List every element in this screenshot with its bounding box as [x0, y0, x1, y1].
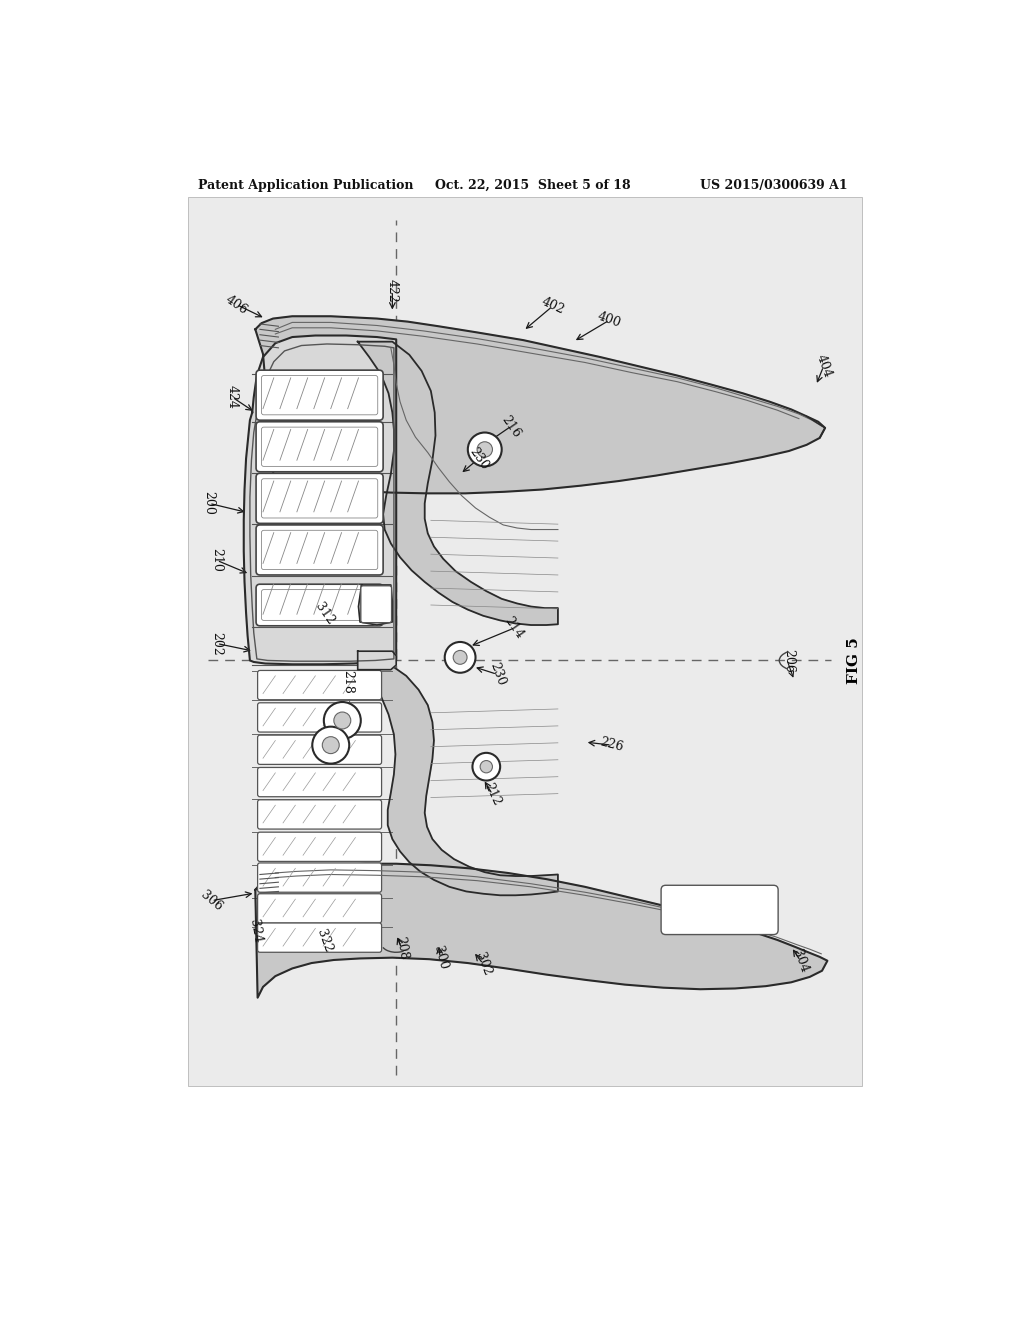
FancyBboxPatch shape — [256, 585, 383, 626]
FancyBboxPatch shape — [360, 586, 391, 623]
Text: 312: 312 — [312, 601, 337, 628]
Circle shape — [334, 711, 351, 729]
FancyBboxPatch shape — [258, 767, 382, 797]
Text: FIG 5: FIG 5 — [848, 638, 861, 684]
Polygon shape — [255, 317, 825, 498]
Text: 322: 322 — [314, 928, 335, 954]
Text: 402: 402 — [539, 296, 566, 317]
Circle shape — [323, 737, 339, 754]
Text: 218: 218 — [341, 671, 354, 694]
Circle shape — [324, 702, 360, 739]
FancyBboxPatch shape — [258, 832, 382, 862]
FancyBboxPatch shape — [258, 923, 382, 952]
Polygon shape — [255, 863, 827, 998]
Text: US 2015/0300639 A1: US 2015/0300639 A1 — [700, 178, 848, 191]
Circle shape — [444, 642, 475, 673]
Text: 206: 206 — [782, 648, 796, 672]
Polygon shape — [358, 585, 392, 626]
Text: 306: 306 — [198, 888, 225, 913]
Bar — [188, 197, 862, 1086]
Text: 300: 300 — [431, 944, 450, 972]
Polygon shape — [357, 651, 396, 669]
FancyBboxPatch shape — [256, 422, 383, 471]
FancyBboxPatch shape — [258, 863, 382, 892]
FancyBboxPatch shape — [256, 525, 383, 576]
Polygon shape — [244, 335, 396, 664]
FancyBboxPatch shape — [662, 886, 778, 935]
Circle shape — [472, 752, 500, 780]
Text: 404: 404 — [813, 352, 834, 380]
Text: 214: 214 — [502, 615, 526, 642]
Text: 422: 422 — [386, 279, 399, 302]
Polygon shape — [357, 664, 558, 895]
Text: 324: 324 — [247, 919, 264, 944]
Text: 216: 216 — [499, 413, 523, 440]
Text: 406: 406 — [223, 293, 251, 317]
Text: 230: 230 — [486, 661, 507, 688]
Text: 302: 302 — [473, 950, 494, 977]
Text: 200: 200 — [203, 491, 216, 515]
Text: Oct. 22, 2015  Sheet 5 of 18: Oct. 22, 2015 Sheet 5 of 18 — [435, 178, 631, 191]
FancyBboxPatch shape — [258, 894, 382, 923]
Text: 210: 210 — [210, 548, 223, 573]
Text: Patent Application Publication: Patent Application Publication — [199, 178, 414, 191]
Text: 400: 400 — [596, 310, 623, 330]
FancyBboxPatch shape — [258, 800, 382, 829]
Text: 230: 230 — [466, 445, 490, 473]
FancyBboxPatch shape — [258, 671, 382, 700]
FancyBboxPatch shape — [258, 735, 382, 764]
Text: 202: 202 — [210, 632, 223, 655]
Circle shape — [480, 760, 493, 774]
FancyBboxPatch shape — [256, 370, 383, 420]
Text: 208: 208 — [393, 936, 410, 961]
Circle shape — [468, 433, 502, 466]
FancyBboxPatch shape — [258, 702, 382, 733]
Polygon shape — [357, 342, 558, 626]
Circle shape — [477, 442, 493, 457]
Circle shape — [312, 726, 349, 763]
Circle shape — [454, 651, 467, 664]
Text: 304: 304 — [791, 948, 811, 974]
Text: 424: 424 — [225, 385, 239, 409]
Text: 226: 226 — [599, 735, 625, 755]
Text: 212: 212 — [481, 781, 504, 808]
FancyBboxPatch shape — [256, 474, 383, 524]
